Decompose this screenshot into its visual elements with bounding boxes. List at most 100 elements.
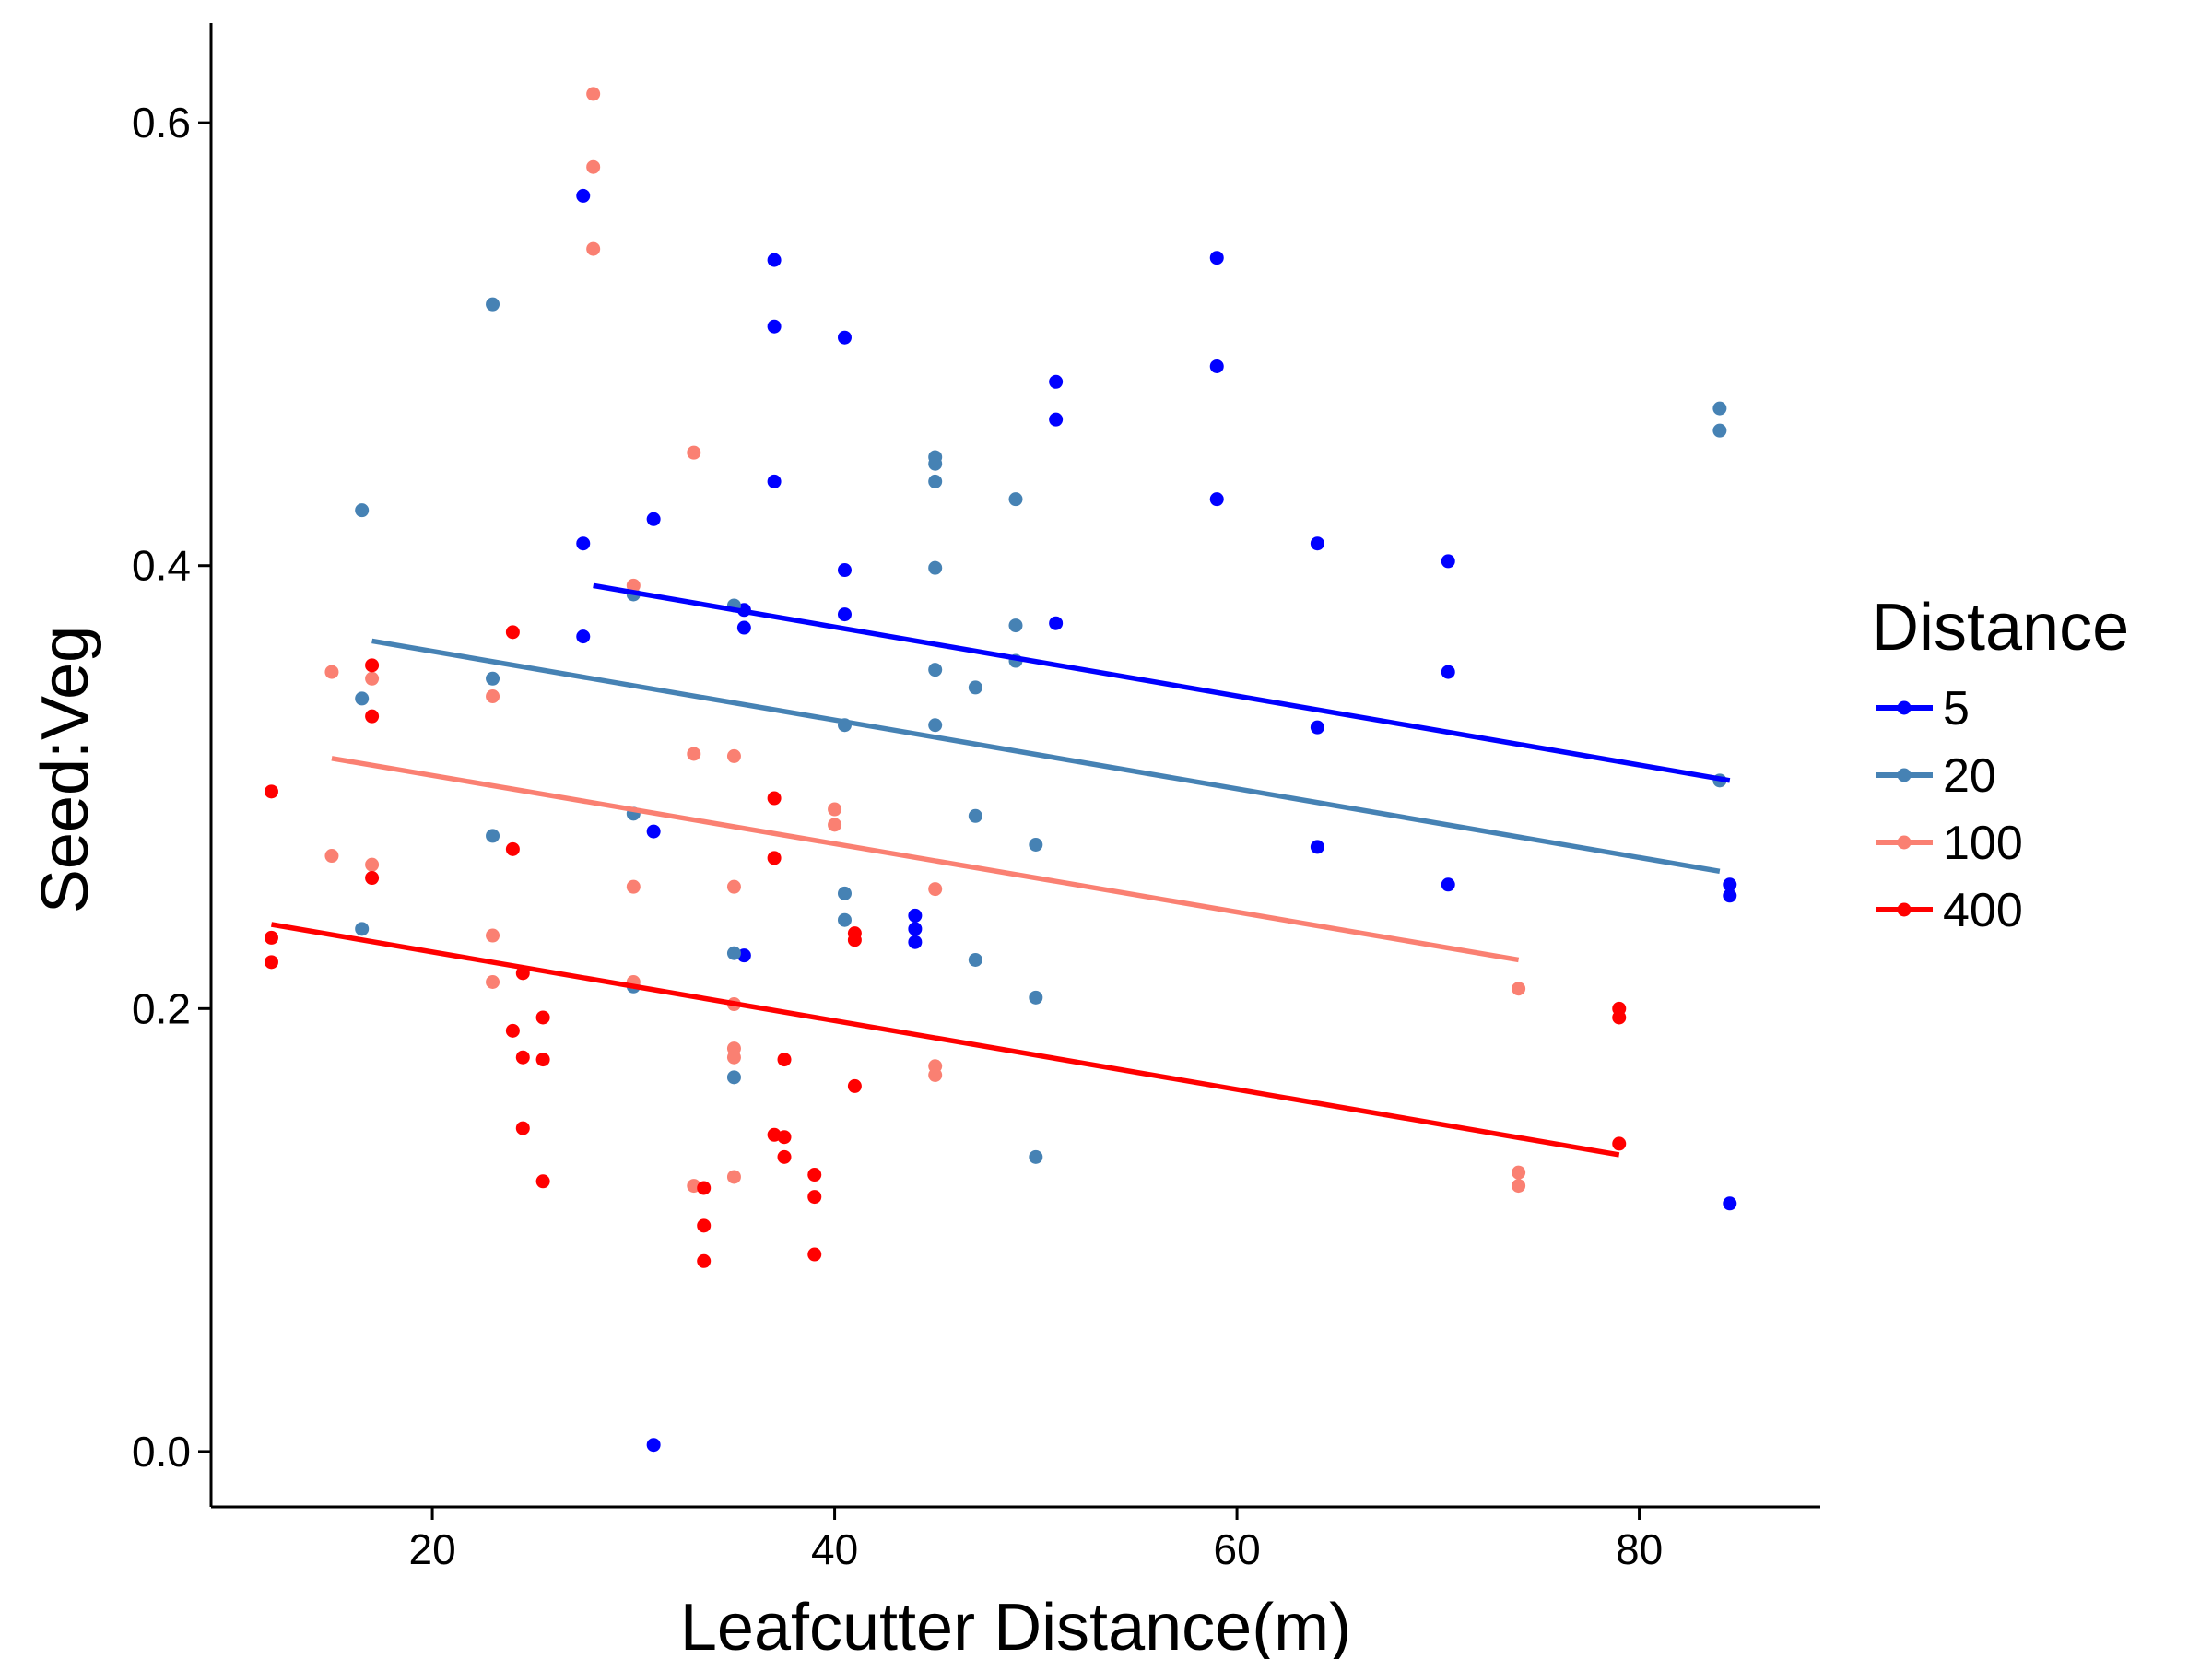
point-series-400 [505,841,520,856]
point-series-100 [687,747,701,761]
point-series-400 [264,955,278,970]
point-series-400 [505,1023,520,1038]
legend-key-point [1897,768,1912,782]
point-series-20 [928,718,943,733]
point-series-400 [777,1053,792,1067]
fit-line-series-400 [271,922,1620,1158]
point-series-20 [1008,618,1023,633]
point-series-5 [1441,877,1455,892]
point-series-20 [968,680,982,695]
legend: Distance 5 20 100 400 [1871,591,2129,937]
legend-label: 20 [1943,749,1996,803]
point-series-100 [486,928,500,943]
x-tick-label: 60 [1213,1525,1260,1573]
legend-item-400: 400 [1876,884,2023,937]
point-series-5 [1209,251,1224,265]
point-series-400 [365,658,380,673]
point-series-5 [1441,554,1455,569]
point-series-400 [535,1174,550,1189]
point-series-5 [1209,359,1224,373]
point-series-20 [1712,423,1727,438]
point-series-100 [365,671,380,686]
y-tick-label: 0.2 [132,984,191,1032]
legend-label: 100 [1943,817,2023,870]
x-tick-label: 80 [1616,1525,1663,1573]
point-series-100 [1512,982,1526,996]
point-series-400 [847,933,862,947]
point-series-5 [646,1438,661,1453]
point-series-400 [767,791,782,806]
point-series-5 [1441,665,1455,679]
point-series-100 [486,974,500,989]
point-series-400 [697,1253,712,1268]
point-series-5 [646,824,661,839]
point-series-5 [1723,888,1737,903]
point-series-20 [355,691,370,706]
point-series-20 [928,560,943,575]
point-series-5 [646,512,661,526]
y-tick-label: 0.0 [132,1428,191,1476]
series-400-points [264,625,1627,1268]
point-series-400 [515,1050,530,1065]
point-series-400 [264,784,278,799]
point-series-20 [928,456,943,471]
point-series-100 [1512,1179,1526,1194]
point-series-100 [687,445,701,460]
point-series-400 [767,851,782,865]
point-series-20 [968,952,982,967]
point-series-5 [908,908,923,923]
axes [209,23,1820,1509]
point-series-100 [726,748,741,763]
point-series-400 [777,1130,792,1145]
point-series-400 [515,1121,530,1135]
point-series-100 [365,857,380,872]
legend-key-point [1897,835,1912,850]
point-series-400 [535,1053,550,1067]
legend-key-point [1897,700,1912,715]
point-series-100 [324,665,339,679]
point-series-100 [1512,1165,1526,1180]
point-series-20 [1712,401,1727,416]
point-series-5 [1209,492,1224,507]
point-series-20 [1008,492,1023,507]
point-series-100 [626,578,641,593]
series-20-points [355,297,1727,1164]
point-series-400 [807,1168,822,1182]
point-series-20 [928,663,943,677]
x-tick-label: 20 [408,1525,455,1573]
point-series-100 [586,159,601,174]
point-series-400 [847,1078,862,1093]
point-series-5 [767,253,782,267]
point-series-5 [767,319,782,334]
point-series-100 [928,1067,943,1082]
point-series-5 [1310,840,1324,854]
point-series-5 [1723,1196,1737,1211]
point-series-5 [736,620,751,635]
point-series-5 [1049,412,1064,427]
point-series-20 [1029,1149,1043,1164]
point-series-5 [1723,877,1737,892]
point-series-5 [1310,536,1324,551]
point-series-20 [837,912,852,927]
legend-key-point [1897,902,1912,917]
legend-item-5: 5 [1876,682,1970,735]
point-series-20 [968,808,982,823]
point-series-400 [365,709,380,724]
point-series-5 [1049,374,1064,389]
point-series-400 [1612,1136,1627,1151]
legend-title: Distance [1871,591,2129,665]
point-series-100 [828,818,842,832]
point-series-400 [777,1149,792,1164]
point-series-20 [486,829,500,843]
point-series-400 [697,1181,712,1195]
point-series-5 [576,629,591,644]
series-5-points [576,188,1737,1453]
point-series-20 [1029,990,1043,1005]
point-series-400 [807,1247,822,1262]
point-series-20 [486,671,500,686]
point-series-100 [626,879,641,894]
point-series-100 [486,689,500,704]
point-series-100 [726,879,741,894]
point-series-400 [535,1010,550,1025]
